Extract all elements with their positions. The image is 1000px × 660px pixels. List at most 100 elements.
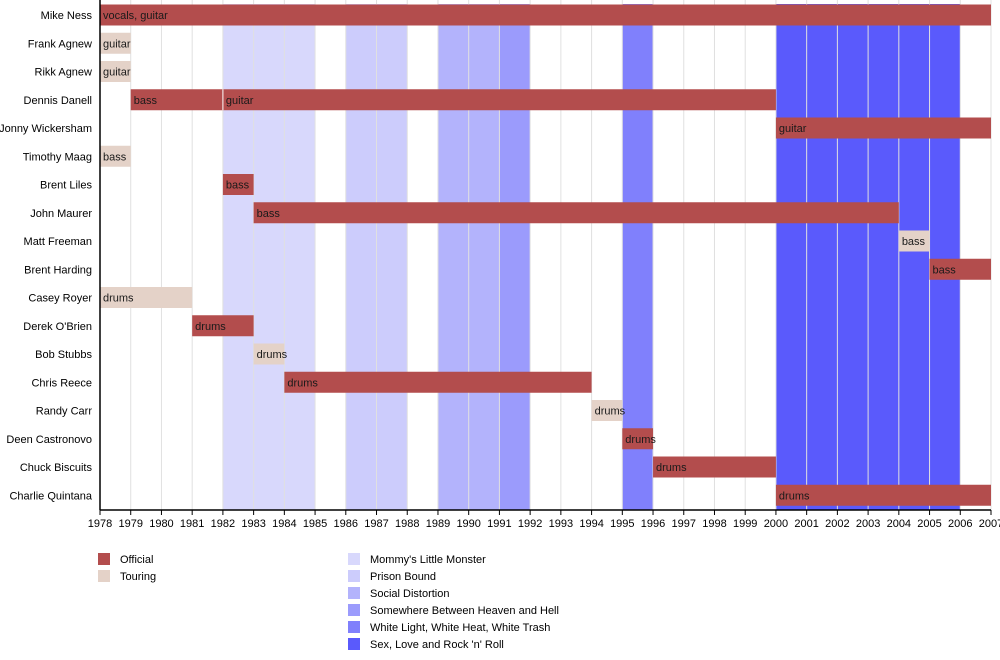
legend-swatch — [348, 587, 360, 599]
member-name: Casey Royer — [28, 293, 92, 305]
member-bar — [775, 117, 991, 139]
member-bar — [253, 202, 899, 224]
x-tick-label: 1995 — [610, 518, 634, 530]
member-bar — [100, 287, 193, 308]
x-tick-label: 1978 — [88, 518, 112, 530]
member-name: Chris Reece — [31, 377, 92, 389]
x-tick-label: 1980 — [149, 518, 173, 530]
x-tick-label: 1992 — [518, 518, 542, 530]
legend-label: Mommy's Little Monster — [370, 554, 486, 566]
member-name: Bob Stubbs — [35, 349, 92, 361]
member-name: Dennis Danell — [24, 95, 92, 107]
album-band — [622, 4, 654, 510]
x-tick-label: 1985 — [303, 518, 327, 530]
legend-swatch — [98, 553, 110, 565]
x-tick-label: 1979 — [118, 518, 142, 530]
member-bar — [898, 230, 930, 252]
member-name: Rikk Agnew — [35, 67, 93, 79]
x-tick-label: 1989 — [426, 518, 450, 530]
member-name: Timothy Maag — [23, 151, 92, 163]
member-name: Brent Harding — [24, 264, 92, 276]
x-tick-label: 1994 — [579, 518, 603, 530]
x-tick-label: 2000 — [764, 518, 788, 530]
x-tick-label: 1996 — [641, 518, 665, 530]
bar-label: drums — [595, 406, 626, 418]
x-tick-label: 2004 — [887, 518, 911, 530]
x-tick-label: 1981 — [180, 518, 204, 530]
x-tick-label: 2006 — [948, 518, 972, 530]
album-band — [499, 4, 531, 510]
legend-swatch — [348, 570, 360, 582]
x-tick-label: 1987 — [364, 518, 388, 530]
x-tick-label: 1997 — [672, 518, 696, 530]
member-name: Derek O'Brien — [23, 321, 92, 333]
member-bar — [929, 258, 991, 280]
x-tick-label: 2001 — [794, 518, 818, 530]
x-tick-label: 1982 — [211, 518, 235, 530]
bar-label: vocals, guitar — [103, 10, 168, 22]
legend-swatch — [348, 638, 360, 650]
member-name: Matt Freeman — [24, 236, 92, 248]
member-bar — [284, 371, 592, 393]
x-tick-label: 1983 — [241, 518, 265, 530]
x-tick-label: 2005 — [917, 518, 941, 530]
legend-swatch — [348, 621, 360, 633]
legend-label: Social Distortion — [370, 588, 449, 600]
legend-swatch — [348, 553, 360, 565]
legend: Official Touring Mommy's Little Monster Pri… — [98, 553, 559, 651]
member-bar — [192, 315, 254, 337]
bar-label: guitar — [103, 67, 131, 79]
member-bar — [222, 174, 254, 195]
x-tick-label: 1986 — [334, 518, 358, 530]
album-band — [222, 4, 316, 510]
member-bar — [622, 428, 654, 450]
legend-label: Somewhere Between Heaven and Hell — [370, 605, 559, 617]
bar-label: bass — [134, 95, 158, 107]
x-tick-label: 2007 — [979, 518, 1000, 530]
x-tick-label: 1988 — [395, 518, 419, 530]
bar-label: bass — [103, 151, 127, 163]
member-bars: vocals, guitar guitar guitar bass guitar guit… — [100, 4, 991, 506]
member-bar — [100, 61, 131, 82]
legend-label: Sex, Love and Rock 'n' Roll — [370, 639, 504, 651]
bar-label: drums — [625, 434, 656, 446]
member-bar — [222, 89, 776, 111]
bar-label: drums — [779, 490, 810, 502]
grid-lines — [130, 0, 992, 510]
member-name: Frank Agnew — [28, 38, 92, 50]
bar-label: guitar — [103, 38, 131, 50]
legend-label: White Light, White Heat, White Trash — [370, 622, 550, 634]
bar-label: drums — [195, 321, 226, 333]
member-name: Deen Castronovo — [6, 434, 92, 446]
x-tick-label: 2002 — [825, 518, 849, 530]
member-name: Jonny Wickersham — [0, 123, 92, 135]
member-name: Randy Carr — [36, 406, 93, 418]
legend-label: Touring — [120, 571, 156, 583]
member-bar — [775, 484, 991, 506]
bar-label: guitar — [226, 95, 254, 107]
legend-label: Official — [120, 554, 153, 566]
member-name: Brent Liles — [40, 180, 92, 192]
legend-swatch — [98, 570, 110, 582]
bar-label: drums — [257, 349, 288, 361]
member-bar — [591, 400, 623, 421]
x-tick-label: 1984 — [272, 518, 296, 530]
member-name: Charlie Quintana — [9, 490, 92, 502]
legend-swatch — [348, 604, 360, 616]
x-tick-label: 1998 — [702, 518, 726, 530]
member-bar — [130, 89, 223, 111]
member-bar — [653, 456, 776, 478]
x-tick-label: 1990 — [456, 518, 480, 530]
member-name: Chuck Biscuits — [20, 462, 93, 474]
member-bar — [253, 343, 285, 365]
bar-label: bass — [933, 264, 957, 276]
member-bar — [100, 4, 991, 26]
bar-label: drums — [656, 462, 687, 474]
bar-label: bass — [902, 236, 926, 248]
x-tick-label: 2003 — [856, 518, 880, 530]
bar-label: bass — [226, 180, 250, 192]
member-bar — [100, 145, 131, 167]
member-name: John Maurer — [30, 208, 92, 220]
bar-label: drums — [103, 293, 134, 305]
